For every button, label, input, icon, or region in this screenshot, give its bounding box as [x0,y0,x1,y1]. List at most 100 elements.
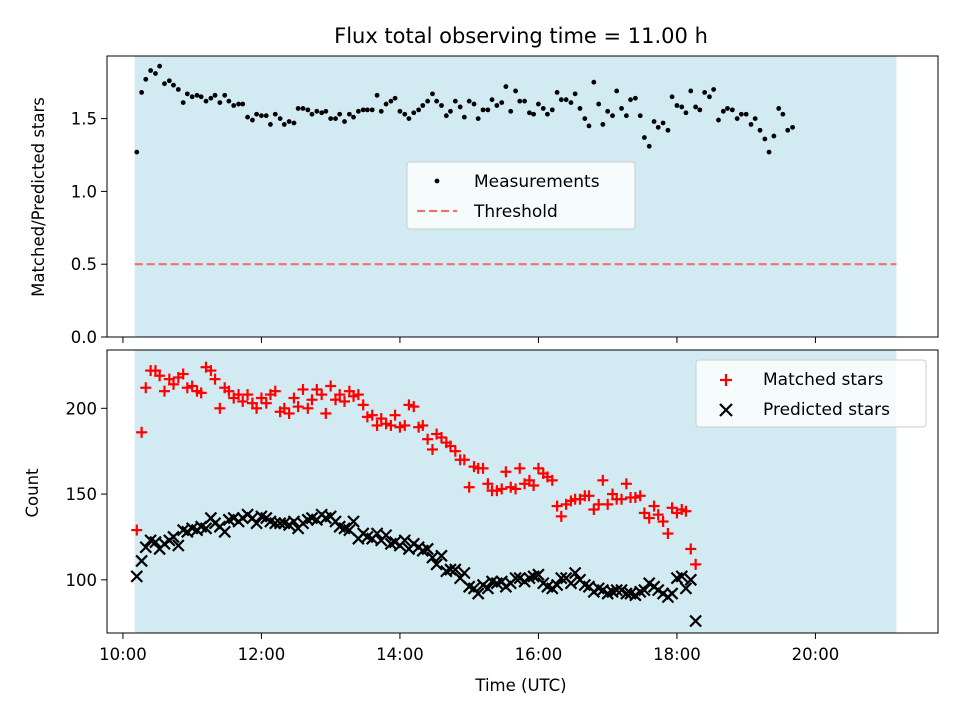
matched-star-point [657,516,669,528]
matched-star-point [288,392,300,404]
measurement-point [596,101,602,107]
matched-star-point [306,394,318,406]
measurement-point [513,88,518,94]
matched-star-point [195,387,207,399]
measurement-point [494,103,500,108]
measurement-point [420,103,426,108]
measurement-point [632,95,638,101]
measurement-point [374,92,380,98]
matched-star-point [426,443,438,455]
matched-star-point [634,490,646,502]
predicted-star-point [532,568,545,581]
measurement-point [697,107,703,113]
measurement-point [222,92,228,98]
measurement-point [531,111,536,117]
matched-star-point [403,399,415,411]
matched-star-point [214,402,226,414]
measurement-point [646,143,652,149]
matched-star-point [514,462,526,474]
matched-star-point [643,512,655,524]
measurement-point [655,124,661,130]
predicted-star-point [610,583,623,597]
matched-star-point [292,401,304,413]
predicted-star-point [199,522,213,535]
measurement-point [328,116,334,122]
measurement-point [549,107,555,113]
matched-star-point [380,418,392,430]
x-tick-label: 12:00 [238,645,286,664]
measurement-point [259,113,264,119]
matched-star-point [366,409,378,421]
matched-star-point [620,478,632,490]
matched-star-point [583,490,595,502]
matched-star-point [136,426,148,438]
measurement-point [153,71,158,76]
count-legend-box [695,359,927,428]
matched-star-point [316,389,328,401]
matched-star-point [422,433,434,445]
matched-star-point [251,402,263,414]
matched-star-point [597,474,609,486]
measurement-point [355,108,361,114]
measurement-point [522,98,527,104]
measurement-point [184,91,190,97]
measurement-point [762,136,768,142]
matched-star-point [444,440,456,452]
measurement-point [226,98,232,104]
predicted-star-point [139,540,153,554]
matched-star-point [325,380,337,392]
measurement-point [665,127,671,133]
matched-star-point [242,389,254,401]
measurement-point [212,92,218,98]
legend-predicted-marker [719,403,733,417]
measurement-point [729,107,735,113]
predicted-star-point [458,566,471,580]
matched-star-point [662,528,674,540]
measurement-point [688,88,694,94]
matched-star-point [385,419,397,431]
ratio-legend: Measurements Threshold [406,161,636,230]
measurement-point [364,107,370,113]
predicted-star-point [638,583,651,597]
measurement-point [517,98,523,104]
measurement-point [236,101,241,107]
matched-star-point [435,431,447,443]
measurement-point [785,127,791,133]
predicted-star-point [218,525,232,539]
matched-star-point [546,474,558,486]
measurement-point [277,116,283,122]
measurement-point [392,95,398,101]
measurement-point [295,106,301,111]
matched-star-point [361,411,373,423]
measurement-point [790,124,795,130]
measurement-point [305,107,311,113]
predicted-star-point [665,587,679,600]
matched-star-point [399,419,411,431]
measurement-point [707,94,712,100]
predicted-star-point [449,563,462,576]
measurement-point [134,149,140,155]
measurement-point [480,107,486,113]
predicted-star-point [550,578,564,592]
matched-star-point [154,370,166,382]
matched-star-point [205,365,217,377]
matched-star-point [394,421,406,433]
measurement-point [360,107,366,113]
measurement-point [166,78,172,84]
measurement-point [554,89,560,95]
measurement-point [217,100,223,105]
measurement-point [545,111,550,117]
matched-star-point [237,395,249,407]
measurement-point [448,108,453,114]
measurement-point [558,97,564,103]
measurement-point [693,104,699,110]
count-y-axis-label: Count [23,468,42,518]
measurement-point [503,84,509,89]
measurement-point [351,114,356,120]
predicted-star-point [481,582,495,595]
matched-star-point [638,507,650,519]
legend-threshold-label: Threshold [473,202,558,222]
measurement-point [369,107,375,113]
measurement-point [471,101,477,107]
